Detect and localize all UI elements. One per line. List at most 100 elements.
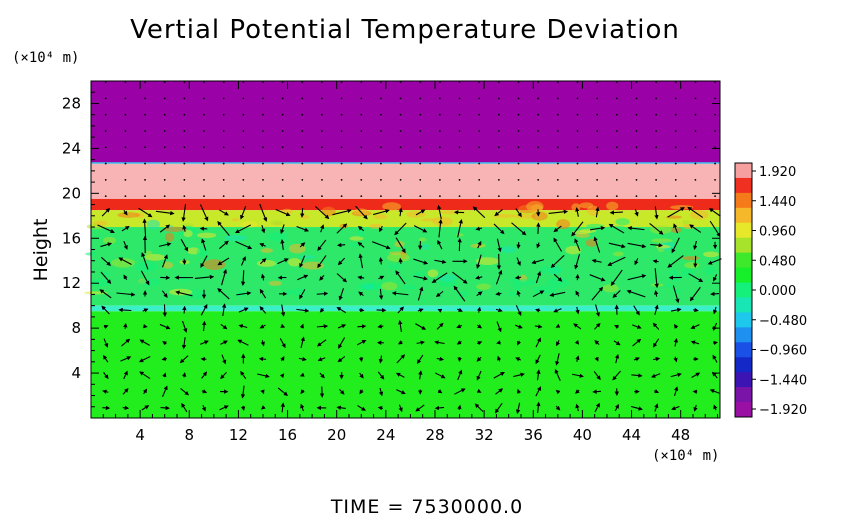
wind-vector [456, 307, 463, 312]
wind-vector [242, 146, 245, 149]
wind-vector [203, 97, 205, 100]
wind-vector [555, 323, 561, 328]
wind-vector [162, 254, 168, 268]
wind-vector [220, 371, 227, 380]
y-tick-label: 28 [62, 94, 81, 112]
wind-vector [477, 240, 482, 249]
wind-vector [161, 290, 168, 298]
wind-vector [321, 178, 323, 181]
wind-vector [162, 372, 167, 378]
wind-vector [297, 274, 309, 281]
wind-vector [155, 210, 175, 216]
wind-vector [101, 207, 111, 217]
wind-vector [458, 113, 461, 116]
wind-vector [121, 338, 131, 347]
wind-vector [555, 389, 561, 395]
time-label: TIME = 7530000.0 [330, 496, 523, 518]
wind-vector [438, 195, 441, 198]
wind-vector [535, 271, 542, 284]
wind-vector [413, 225, 428, 233]
wind-vector [340, 113, 343, 116]
wind-vector [612, 370, 621, 381]
wind-vector [395, 270, 406, 285]
wind-vector [378, 257, 384, 265]
wind-vector [337, 356, 346, 363]
wind-vector [475, 226, 483, 231]
wind-vector [419, 178, 422, 181]
x-tick-label: 48 [671, 426, 690, 444]
wind-vector [280, 402, 285, 413]
wind-vector [515, 324, 523, 329]
wind-vector [360, 178, 363, 181]
wind-vector [493, 372, 505, 379]
wind-vector [556, 195, 559, 198]
wind-vector [654, 304, 659, 315]
wind-vector [555, 405, 561, 411]
wind-vector [259, 203, 268, 222]
wind-vector [556, 81, 559, 84]
wind-vector [419, 146, 422, 149]
y-tick-label: 20 [62, 184, 81, 202]
wind-vector [635, 178, 638, 181]
wind-vector [296, 226, 310, 232]
wind-vector [203, 162, 205, 165]
x-tick-label: 12 [229, 426, 248, 444]
wind-vector [123, 240, 128, 250]
turbulence-blotch [456, 233, 464, 237]
turbulence-blotch [664, 283, 674, 288]
wind-vector [591, 258, 602, 264]
colorbar-swatch [735, 372, 752, 388]
wind-vector [630, 405, 643, 411]
wind-vector [714, 97, 716, 100]
wind-vector [358, 291, 364, 296]
wind-vector [516, 388, 522, 394]
wind-vector [97, 224, 115, 234]
wind-vector [336, 306, 347, 314]
wind-vector [413, 275, 428, 281]
wind-vector [281, 146, 284, 149]
wind-vector [434, 405, 445, 411]
turbulence-blotch [111, 258, 135, 268]
wind-vector [300, 403, 305, 412]
wind-vector [340, 178, 343, 181]
wind-vector [122, 388, 129, 395]
turbulence-blotch [267, 232, 288, 242]
wind-vector [240, 370, 247, 380]
wind-vector [281, 97, 284, 100]
wind-vector [194, 274, 215, 280]
colorbar-swatch [735, 357, 752, 373]
wind-vector [163, 130, 166, 132]
wind-vector [478, 130, 481, 132]
wind-vector [317, 357, 326, 362]
wind-vector [120, 356, 132, 362]
wind-vector [476, 324, 483, 329]
colorbar-swatch [735, 267, 752, 284]
wind-vector [633, 357, 640, 362]
wind-vector [262, 81, 264, 84]
wind-vector [476, 341, 483, 346]
turbulence-blotch [117, 212, 140, 218]
wind-vector [321, 195, 323, 198]
turbulence-blotch [169, 288, 193, 296]
turbulence-blotch [556, 219, 571, 230]
wind-vector [655, 81, 658, 84]
layer-band-1 [91, 163, 720, 199]
wind-vector [242, 162, 245, 165]
wind-vector [550, 254, 565, 269]
turbulence-blotch [373, 214, 388, 220]
wind-vector [180, 388, 190, 396]
wind-vector [182, 305, 187, 314]
wind-vector [532, 290, 545, 298]
wind-vector [159, 323, 171, 330]
x-axis-unit: (×10⁴ m) [652, 448, 719, 464]
wind-vector [103, 372, 109, 380]
colorbar-label: −1.440 [759, 373, 807, 388]
colorbar-swatch [735, 163, 752, 179]
wind-vector [674, 97, 677, 100]
wind-vector [476, 370, 482, 381]
wind-vector [438, 130, 441, 132]
wind-vector [221, 303, 227, 317]
wind-vector [654, 268, 659, 289]
turbulence-blotch [146, 219, 160, 230]
wind-vector [281, 113, 284, 116]
